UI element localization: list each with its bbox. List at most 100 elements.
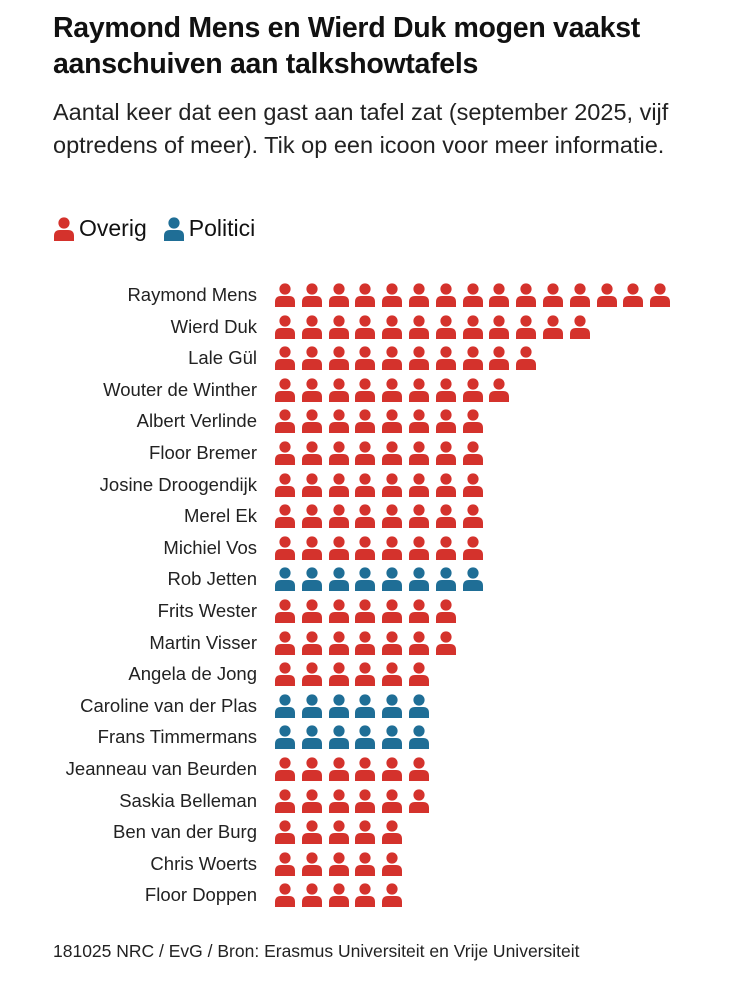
person-icon[interactable]	[354, 377, 376, 403]
person-icon[interactable]	[515, 282, 537, 308]
person-icon[interactable]	[488, 314, 510, 340]
person-icon[interactable]	[462, 408, 484, 434]
person-icon[interactable]	[328, 535, 350, 561]
person-icon[interactable]	[301, 472, 323, 498]
person-icon[interactable]	[354, 882, 376, 908]
person-icon[interactable]	[354, 566, 376, 592]
person-icon[interactable]	[354, 535, 376, 561]
person-icon[interactable]	[354, 756, 376, 782]
person-icon[interactable]	[381, 314, 403, 340]
person-icon[interactable]	[408, 503, 430, 529]
person-icon[interactable]	[569, 314, 591, 340]
person-icon[interactable]	[274, 661, 296, 687]
person-icon[interactable]	[381, 598, 403, 624]
person-icon[interactable]	[301, 630, 323, 656]
person-icon[interactable]	[435, 345, 457, 371]
person-icon[interactable]	[408, 535, 430, 561]
person-icon[interactable]	[274, 282, 296, 308]
person-icon[interactable]	[462, 566, 484, 592]
person-icon[interactable]	[274, 472, 296, 498]
person-icon[interactable]	[381, 566, 403, 592]
person-icon[interactable]	[408, 314, 430, 340]
person-icon[interactable]	[301, 756, 323, 782]
person-icon[interactable]	[328, 819, 350, 845]
person-icon[interactable]	[462, 282, 484, 308]
person-icon[interactable]	[596, 282, 618, 308]
person-icon[interactable]	[408, 345, 430, 371]
person-icon[interactable]	[301, 788, 323, 814]
person-icon[interactable]	[274, 566, 296, 592]
person-icon[interactable]	[354, 503, 376, 529]
person-icon[interactable]	[381, 882, 403, 908]
person-icon[interactable]	[274, 503, 296, 529]
person-icon[interactable]	[381, 788, 403, 814]
person-icon[interactable]	[435, 598, 457, 624]
person-icon[interactable]	[408, 788, 430, 814]
person-icon[interactable]	[435, 472, 457, 498]
person-icon[interactable]	[435, 282, 457, 308]
person-icon[interactable]	[274, 756, 296, 782]
person-icon[interactable]	[435, 377, 457, 403]
person-icon[interactable]	[381, 440, 403, 466]
person-icon[interactable]	[301, 819, 323, 845]
person-icon[interactable]	[381, 377, 403, 403]
person-icon[interactable]	[301, 535, 323, 561]
person-icon[interactable]	[354, 788, 376, 814]
person-icon[interactable]	[274, 851, 296, 877]
person-icon[interactable]	[274, 314, 296, 340]
person-icon[interactable]	[381, 724, 403, 750]
person-icon[interactable]	[408, 661, 430, 687]
person-icon[interactable]	[649, 282, 671, 308]
person-icon[interactable]	[274, 630, 296, 656]
person-icon[interactable]	[328, 345, 350, 371]
person-icon[interactable]	[328, 472, 350, 498]
person-icon[interactable]	[274, 819, 296, 845]
person-icon[interactable]	[354, 345, 376, 371]
person-icon[interactable]	[354, 724, 376, 750]
person-icon[interactable]	[515, 314, 537, 340]
person-icon[interactable]	[381, 472, 403, 498]
person-icon[interactable]	[408, 693, 430, 719]
person-icon[interactable]	[381, 282, 403, 308]
person-icon[interactable]	[328, 440, 350, 466]
person-icon[interactable]	[542, 282, 564, 308]
person-icon[interactable]	[381, 819, 403, 845]
person-icon[interactable]	[301, 661, 323, 687]
person-icon[interactable]	[354, 408, 376, 434]
person-icon[interactable]	[301, 345, 323, 371]
person-icon[interactable]	[408, 408, 430, 434]
person-icon[interactable]	[354, 630, 376, 656]
person-icon[interactable]	[301, 314, 323, 340]
person-icon[interactable]	[328, 503, 350, 529]
person-icon[interactable]	[408, 630, 430, 656]
person-icon[interactable]	[381, 408, 403, 434]
person-icon[interactable]	[301, 693, 323, 719]
person-icon[interactable]	[462, 345, 484, 371]
person-icon[interactable]	[328, 882, 350, 908]
person-icon[interactable]	[569, 282, 591, 308]
person-icon[interactable]	[354, 282, 376, 308]
person-icon[interactable]	[301, 882, 323, 908]
person-icon[interactable]	[408, 472, 430, 498]
person-icon[interactable]	[274, 882, 296, 908]
person-icon[interactable]	[354, 851, 376, 877]
person-icon[interactable]	[462, 377, 484, 403]
person-icon[interactable]	[328, 630, 350, 656]
person-icon[interactable]	[328, 693, 350, 719]
person-icon[interactable]	[462, 535, 484, 561]
person-icon[interactable]	[354, 314, 376, 340]
person-icon[interactable]	[408, 377, 430, 403]
person-icon[interactable]	[354, 598, 376, 624]
person-icon[interactable]	[408, 566, 430, 592]
person-icon[interactable]	[408, 756, 430, 782]
person-icon[interactable]	[408, 282, 430, 308]
person-icon[interactable]	[435, 408, 457, 434]
person-icon[interactable]	[274, 377, 296, 403]
person-icon[interactable]	[301, 598, 323, 624]
person-icon[interactable]	[301, 566, 323, 592]
person-icon[interactable]	[408, 598, 430, 624]
person-icon[interactable]	[381, 851, 403, 877]
person-icon[interactable]	[274, 598, 296, 624]
person-icon[interactable]	[542, 314, 564, 340]
person-icon[interactable]	[274, 345, 296, 371]
